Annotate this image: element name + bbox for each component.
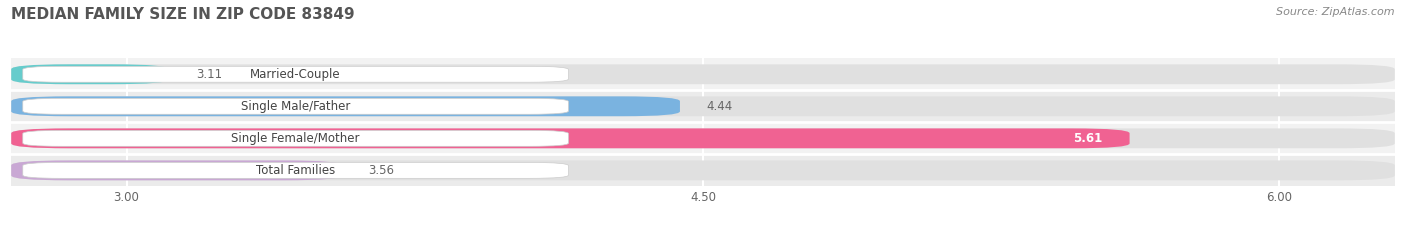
Bar <box>11 122 1395 154</box>
Text: Source: ZipAtlas.com: Source: ZipAtlas.com <box>1277 7 1395 17</box>
FancyBboxPatch shape <box>11 161 1395 180</box>
Text: 3.56: 3.56 <box>368 164 395 177</box>
Bar <box>11 58 1395 90</box>
Text: 5.61: 5.61 <box>1073 132 1102 145</box>
Bar <box>11 90 1395 122</box>
Text: MEDIAN FAMILY SIZE IN ZIP CODE 83849: MEDIAN FAMILY SIZE IN ZIP CODE 83849 <box>11 7 354 22</box>
Text: Single Female/Mother: Single Female/Mother <box>232 132 360 145</box>
FancyBboxPatch shape <box>22 162 568 178</box>
Text: 3.11: 3.11 <box>195 68 222 81</box>
Text: Married-Couple: Married-Couple <box>250 68 340 81</box>
FancyBboxPatch shape <box>11 96 681 116</box>
Bar <box>11 154 1395 186</box>
Text: Total Families: Total Families <box>256 164 335 177</box>
FancyBboxPatch shape <box>22 98 568 114</box>
FancyBboxPatch shape <box>11 64 1395 84</box>
FancyBboxPatch shape <box>11 128 1395 148</box>
FancyBboxPatch shape <box>11 161 342 180</box>
Text: Single Male/Father: Single Male/Father <box>240 100 350 113</box>
FancyBboxPatch shape <box>11 96 1395 116</box>
FancyBboxPatch shape <box>11 128 1129 148</box>
FancyBboxPatch shape <box>22 66 568 82</box>
Text: 4.44: 4.44 <box>707 100 733 113</box>
FancyBboxPatch shape <box>11 64 169 84</box>
FancyBboxPatch shape <box>22 130 568 146</box>
